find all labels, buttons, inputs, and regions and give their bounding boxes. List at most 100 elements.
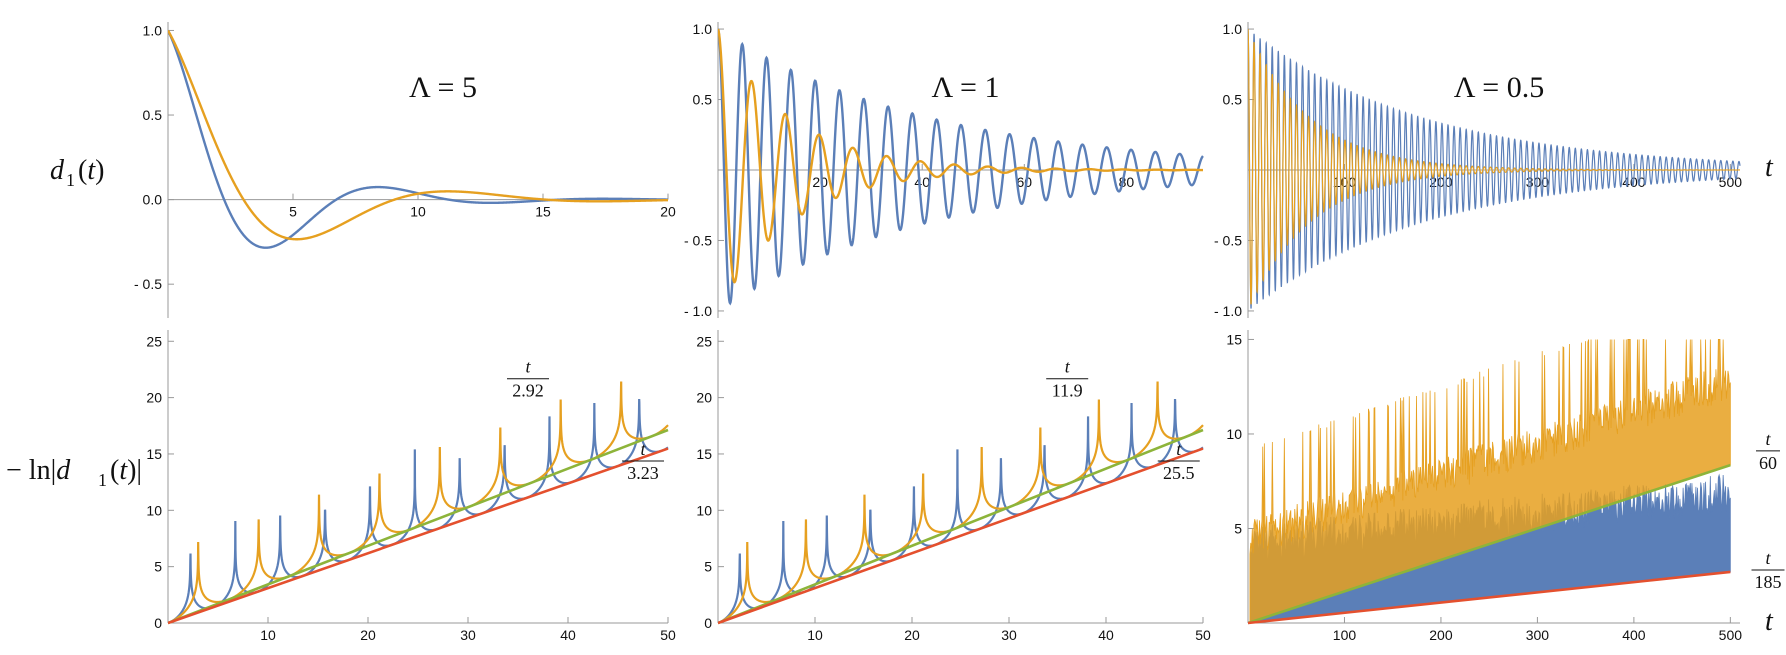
- y-tick-label: 0.0: [143, 192, 163, 208]
- y-tick-label: 15: [1226, 331, 1242, 347]
- y-tick-label: 0.5: [143, 107, 163, 123]
- x-tick-label: 10: [807, 627, 823, 643]
- chart-panel-r1c1: 5 10 15 20 - 0.5 0.0 0.5 1.0 Λ = 5: [134, 22, 676, 318]
- annotation-denominator: 25.5: [1163, 463, 1195, 483]
- y-tick-label: 25: [146, 333, 162, 349]
- series-line-red: [1248, 570, 1731, 625]
- x-tick-label: 40: [1098, 627, 1114, 643]
- svg-text:1: 1: [66, 170, 75, 190]
- series-line-orange: [718, 28, 1204, 284]
- x-tick-label: 40: [560, 627, 576, 643]
- panel-title: Λ = 1: [932, 71, 1000, 104]
- chart-panel-r2c1: 10 20 30 40 50 0 5 10 15 20 25 t 2.92 t 3.23: [146, 330, 676, 643]
- y-tick-label: 15: [146, 446, 162, 462]
- annotation-denominator: 11.9: [1052, 381, 1083, 401]
- y-tick-label: 1.0: [1223, 21, 1243, 37]
- x-tick-label: 300: [1526, 627, 1550, 643]
- x-tick-label: 50: [660, 627, 676, 643]
- y-tick-label: - 1.0: [1214, 303, 1242, 319]
- y-tick-label: 0.5: [693, 92, 713, 108]
- y-tick-label: - 0.5: [1214, 232, 1242, 248]
- x-tick-label: 5: [289, 204, 297, 220]
- x-tick-label: 60: [1017, 174, 1033, 190]
- row1-ylabel: d 1 (t): [50, 155, 104, 190]
- annotation-numerator: t: [525, 357, 531, 377]
- y-tick-label: 0: [704, 615, 712, 631]
- x-tick-label: 30: [460, 627, 476, 643]
- y-tick-label: 1.0: [143, 22, 163, 38]
- annotation-denominator: 2.92: [512, 381, 544, 401]
- series-line-orange: [168, 381, 669, 625]
- y-tick-label: 15: [696, 446, 712, 462]
- annotation-denominator: 60: [1759, 453, 1777, 473]
- y-tick-label: 10: [1226, 426, 1242, 442]
- x-tick-label: 400: [1622, 627, 1646, 643]
- svg-text:d: d: [50, 155, 65, 186]
- y-tick-label: 0.5: [1223, 92, 1243, 108]
- y-tick-label: 20: [696, 390, 712, 406]
- x-tick-label: 40: [914, 174, 930, 190]
- annotation-numerator: t: [640, 439, 646, 459]
- x-tick-label: 10: [260, 627, 276, 643]
- y-tick-label: 1.0: [693, 21, 713, 37]
- series-line-red: [168, 447, 669, 625]
- series-line-green: [718, 428, 1204, 625]
- series-line-red: [718, 447, 1204, 625]
- slope-annotation: t 3.23: [622, 439, 664, 483]
- x-tick-label: 10: [410, 204, 426, 220]
- series-line-orange: [718, 381, 1204, 625]
- x-tick-label: 30: [1001, 627, 1017, 643]
- slope-annotation: t 11.9: [1046, 357, 1089, 401]
- slope-annotation: t 2.92: [507, 357, 549, 401]
- slope-annotation: t 185: [1751, 548, 1785, 592]
- series-line-blue: [1248, 28, 1741, 309]
- panel-title: Λ = 5: [409, 71, 477, 104]
- annotation-numerator: t: [1765, 548, 1771, 568]
- annotation-numerator: t: [1065, 357, 1071, 377]
- y-tick-label: 20: [146, 390, 162, 406]
- series-line-blue: [718, 28, 1204, 306]
- series-line-green: [1248, 463, 1731, 625]
- svg-text:− ln|d: − ln|d: [6, 455, 71, 486]
- x-tick-label: 20: [360, 627, 376, 643]
- slope-annotation: t 60: [1756, 429, 1780, 473]
- x-tick-label: 100: [1333, 627, 1357, 643]
- slope-annotation: t 25.5: [1157, 439, 1200, 483]
- chart-panel-r2c2: 10 20 30 40 50 0 5 10 15 20 25 t 11.9 t 25.5: [696, 330, 1211, 643]
- chart-panel-r1c3: 100 200 300 400 500- 1.0- 0.50.51.0Λ = 0.5: [1214, 21, 1742, 319]
- svg-text:(t)|: (t)|: [110, 455, 142, 486]
- annotation-denominator: 3.23: [627, 463, 659, 483]
- y-tick-label: - 1.0: [684, 303, 712, 319]
- y-tick-label: 10: [146, 502, 162, 518]
- x-tick-label: 15: [535, 204, 551, 220]
- series-line-orange: [1248, 28, 1740, 305]
- x-tick-label: 500: [1719, 627, 1743, 643]
- y-tick-label: 5: [154, 559, 162, 575]
- chart-panel-r2c3: 100 200 300 400 500 5 10 15 t 60 t 185: [1226, 330, 1785, 643]
- x-tick-label: 100: [1333, 174, 1357, 190]
- series-line-orange: [168, 29, 669, 241]
- x-tick-label: 200: [1429, 627, 1453, 643]
- y-tick-label: 0: [154, 615, 162, 631]
- annotation-numerator: t: [1176, 439, 1182, 459]
- panel-title: Λ = 0.5: [1454, 71, 1544, 104]
- x-tick-label: 20: [660, 204, 676, 220]
- y-tick-label: 5: [1234, 520, 1242, 536]
- y-tick-label: - 0.5: [134, 276, 162, 292]
- t-axis-label-top: t: [1765, 152, 1774, 183]
- svg-text:(t): (t): [78, 155, 104, 186]
- t-axis-label-bottom: t: [1765, 606, 1774, 637]
- annotation-denominator: 185: [1755, 572, 1782, 592]
- svg-text:1: 1: [98, 470, 107, 490]
- y-tick-label: 5: [704, 559, 712, 575]
- x-tick-label: 20: [904, 627, 920, 643]
- y-tick-label: 10: [696, 502, 712, 518]
- annotation-numerator: t: [1765, 429, 1771, 449]
- x-tick-label: 50: [1195, 627, 1211, 643]
- y-tick-label: - 0.5: [684, 232, 712, 248]
- row2-ylabel: − ln|d 1 (t)|: [6, 455, 142, 490]
- y-tick-label: 25: [696, 333, 712, 349]
- series-band-orange: [1249, 339, 1731, 624]
- series-line-green: [168, 428, 669, 625]
